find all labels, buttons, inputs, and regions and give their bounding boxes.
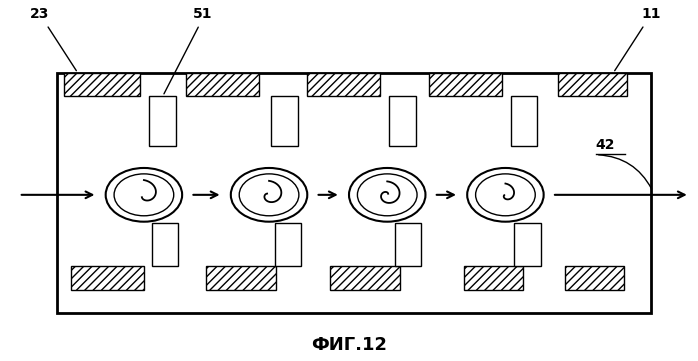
Bar: [207, 266, 276, 290]
Bar: [149, 96, 176, 147]
Bar: [514, 223, 541, 266]
Ellipse shape: [239, 174, 299, 216]
Text: ФИГ.12: ФИГ.12: [311, 336, 387, 354]
Bar: [330, 266, 400, 290]
Bar: [57, 73, 651, 313]
Bar: [64, 73, 140, 96]
Bar: [429, 73, 502, 96]
Bar: [389, 96, 416, 147]
Ellipse shape: [349, 168, 426, 222]
Bar: [511, 96, 537, 147]
Bar: [186, 73, 259, 96]
Ellipse shape: [114, 174, 174, 216]
Ellipse shape: [105, 168, 182, 222]
Ellipse shape: [475, 174, 535, 216]
Text: 23: 23: [30, 7, 50, 21]
Text: 11: 11: [641, 7, 661, 21]
Bar: [463, 266, 523, 290]
Bar: [565, 266, 623, 290]
Text: 42: 42: [596, 138, 616, 152]
Bar: [395, 223, 422, 266]
Bar: [271, 96, 297, 147]
Bar: [71, 266, 144, 290]
Ellipse shape: [467, 168, 544, 222]
Bar: [558, 73, 627, 96]
Text: 51: 51: [193, 7, 213, 21]
Bar: [307, 73, 380, 96]
Ellipse shape: [357, 174, 417, 216]
Ellipse shape: [231, 168, 307, 222]
Bar: [151, 223, 178, 266]
Bar: [274, 223, 301, 266]
